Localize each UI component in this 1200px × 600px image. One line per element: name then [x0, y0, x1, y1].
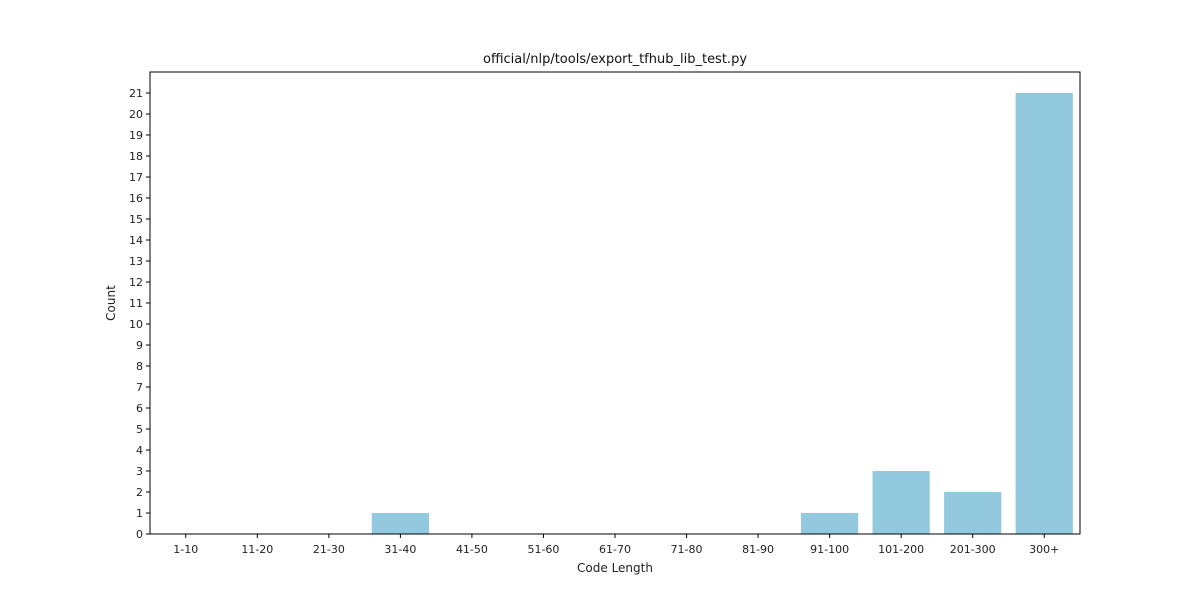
- y-tick-label: 9: [136, 339, 143, 352]
- x-tick-label: 51-60: [527, 543, 559, 556]
- x-tick-label: 11-20: [241, 543, 273, 556]
- y-tick-label: 5: [136, 423, 143, 436]
- bar-300+: [1015, 93, 1073, 534]
- bar-201-300: [944, 492, 1002, 534]
- bars-group: [371, 93, 1073, 534]
- y-tick-label: 21: [129, 87, 143, 100]
- y-tick-label: 4: [136, 444, 143, 457]
- y-tick-label: 16: [129, 192, 143, 205]
- y-tick-label: 13: [129, 255, 143, 268]
- y-tick-label: 18: [129, 150, 143, 163]
- y-tick-label: 12: [129, 276, 143, 289]
- plot-frame: [149, 71, 1081, 535]
- chart-title: official/nlp/tools/export_tfhub_lib_test…: [483, 52, 747, 67]
- y-tick-label: 6: [136, 402, 143, 415]
- y-axis-label: Count: [104, 285, 118, 321]
- x-tick-label: 61-70: [599, 543, 631, 556]
- x-tick-label: 81-90: [742, 543, 774, 556]
- y-tick-label: 2: [136, 486, 143, 499]
- x-tick-label: 1-10: [173, 543, 198, 556]
- x-axis-label: Code Length: [577, 561, 653, 575]
- x-tick-label: 300+: [1029, 543, 1059, 556]
- y-tick-label: 19: [129, 129, 143, 142]
- x-tick-label: 101-200: [878, 543, 924, 556]
- bar-91-100: [801, 513, 859, 534]
- y-tick-label: 11: [129, 297, 143, 310]
- y-tick-label: 1: [136, 507, 143, 520]
- x-tick-label: 91-100: [810, 543, 849, 556]
- bar-31-40: [371, 513, 429, 534]
- y-tick-label: 15: [129, 213, 143, 226]
- y-tick-label: 20: [129, 108, 143, 121]
- x-axis-ticks: 1-10 11-20 21-30 31-40 41-50 51-60 61-70 71-80 8…: [173, 534, 1059, 556]
- y-tick-label: 0: [136, 528, 143, 541]
- y-tick-label: 17: [129, 171, 143, 184]
- x-tick-label: 21-30: [313, 543, 345, 556]
- bar-101-200: [872, 471, 930, 534]
- y-tick-label: 14: [129, 234, 143, 247]
- x-tick-label: 41-50: [456, 543, 488, 556]
- x-tick-label: 71-80: [671, 543, 703, 556]
- x-tick-label: 201-300: [950, 543, 996, 556]
- y-tick-label: 8: [136, 360, 143, 373]
- y-tick-label: 3: [136, 465, 143, 478]
- y-tick-label: 10: [129, 318, 143, 331]
- y-tick-label: 7: [136, 381, 143, 394]
- x-tick-label: 31-40: [384, 543, 416, 556]
